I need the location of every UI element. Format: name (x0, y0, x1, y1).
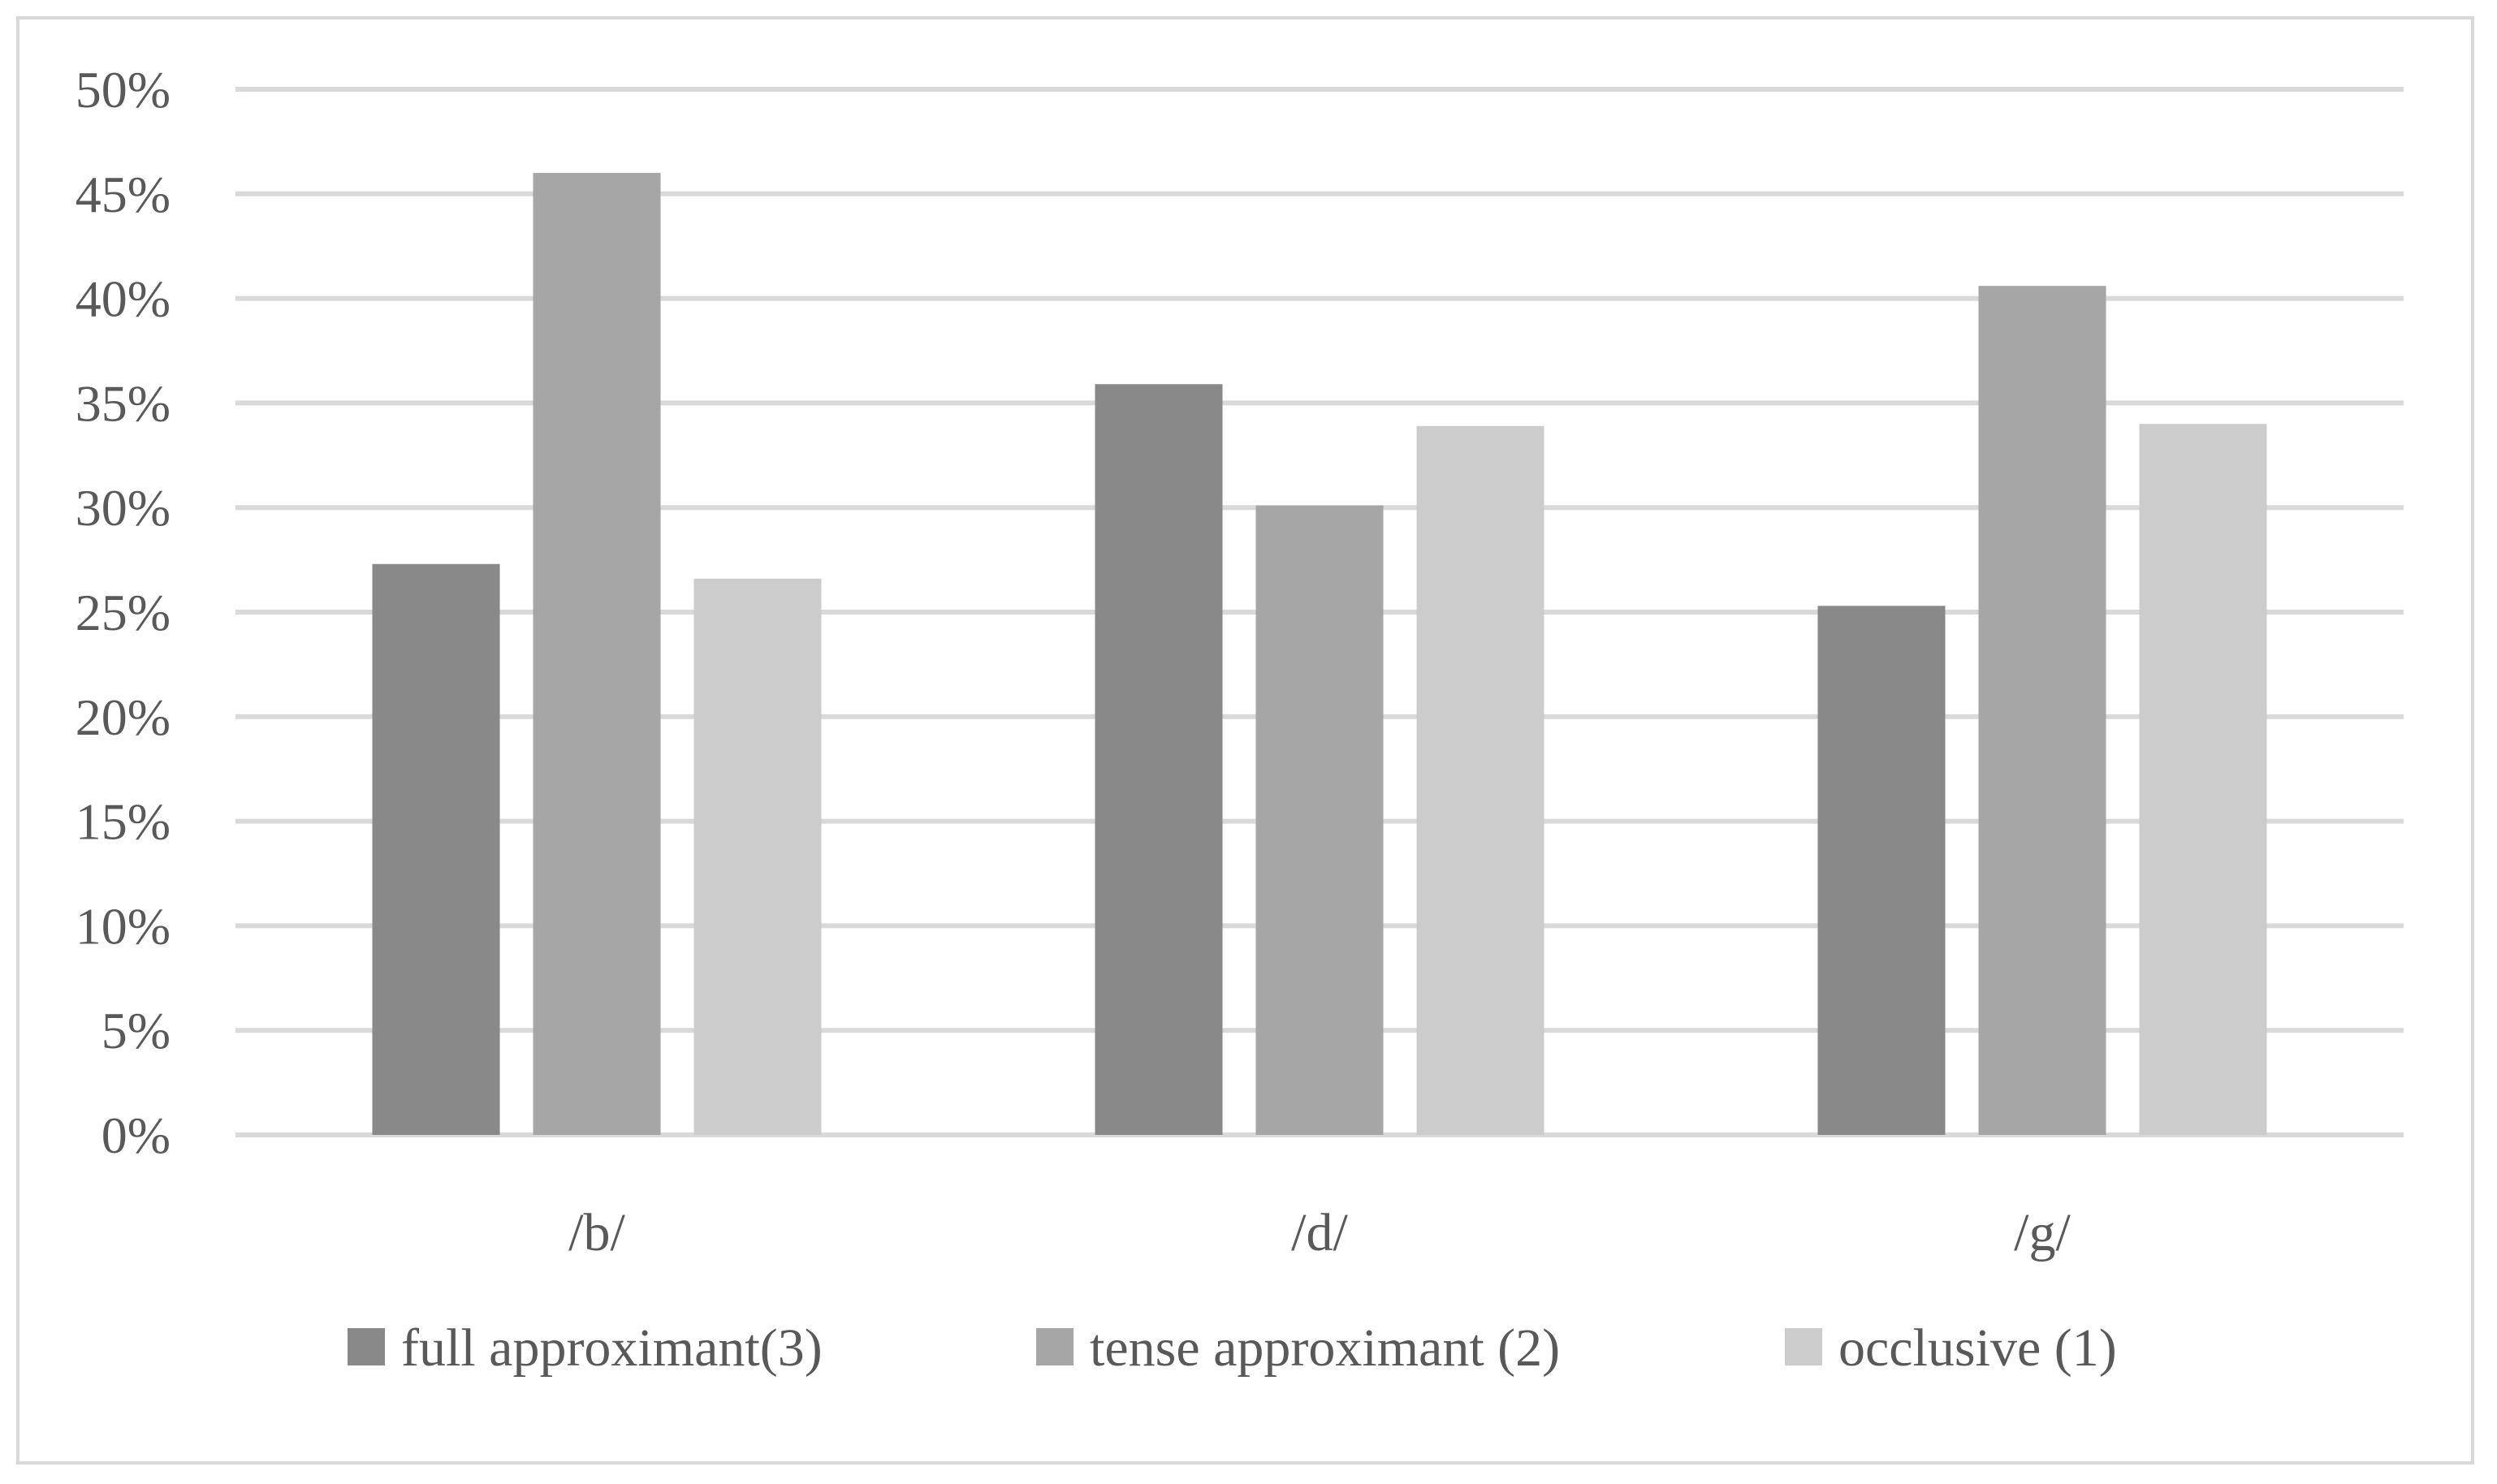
bar-g-series-3 (2139, 424, 2267, 1135)
legend-swatch (348, 1328, 385, 1365)
y-tick-label: 20% (76, 688, 171, 746)
bar-b-series-2 (533, 173, 661, 1135)
bar-g-series-2 (1978, 286, 2106, 1135)
legend-swatch (1036, 1328, 1074, 1365)
y-tick-label: 0% (102, 1107, 171, 1164)
legend-item: occlusive (1) (1785, 1318, 2117, 1378)
y-tick-label: 25% (76, 584, 171, 641)
bar-b-series-1 (372, 563, 500, 1135)
legend-item: full approximant(3) (348, 1318, 823, 1378)
y-tick-label: 5% (102, 1002, 171, 1059)
y-tick-label: 15% (76, 793, 171, 851)
x-axis-categories: /b/ /d/ /g/ (568, 1203, 2071, 1262)
legend-label: full approximant(3) (401, 1318, 823, 1378)
y-tick-label: 40% (76, 270, 171, 328)
legend: full approximant(3) tense approximant (2)… (348, 1318, 2117, 1378)
bars (372, 173, 2267, 1135)
y-tick-label: 50% (76, 61, 171, 119)
x-category-label: /d/ (1291, 1203, 1348, 1262)
bar-b-series-3 (693, 578, 822, 1135)
legend-label: tense approximant (2) (1090, 1318, 1560, 1378)
bar-d-series-3 (1416, 425, 1544, 1135)
y-axis-ticks: 0% 5% 10% 15% 20% 25% 30% 35% 40% 45% 50% (76, 61, 171, 1164)
y-tick-label: 35% (76, 374, 171, 432)
y-tick-label: 10% (76, 897, 171, 955)
x-category-label: /b/ (568, 1203, 625, 1262)
legend-swatch (1785, 1328, 1822, 1365)
legend-label: occlusive (1) (1838, 1318, 2117, 1378)
bar-g-series-1 (1817, 606, 1946, 1135)
x-category-label: /g/ (2014, 1203, 2071, 1262)
legend-item: tense approximant (2) (1036, 1318, 1560, 1378)
y-tick-label: 45% (76, 166, 171, 223)
bar-d-series-2 (1255, 505, 1384, 1135)
bar-d-series-1 (1095, 384, 1223, 1135)
y-tick-label: 30% (76, 479, 171, 537)
